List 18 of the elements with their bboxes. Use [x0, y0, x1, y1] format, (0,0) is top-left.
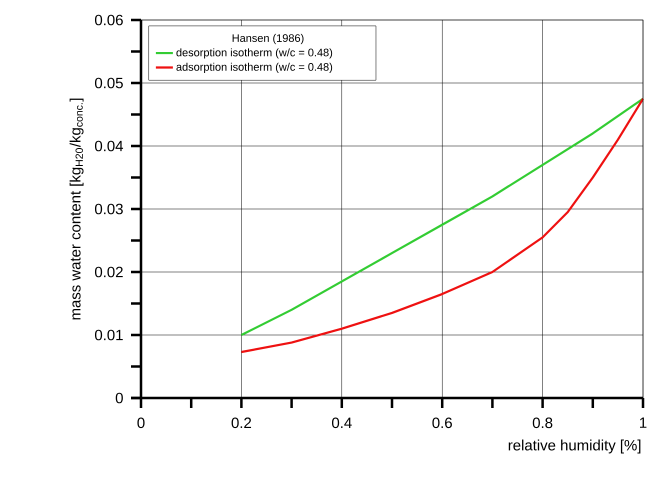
x-tick-label: 0.8 [532, 418, 552, 428]
x-tick-label: 0.2 [232, 418, 252, 428]
y-tick-label: 0.04 [94, 140, 124, 152]
x-tick-label: 0.4 [332, 418, 352, 428]
x-tick-label: 1 [640, 418, 646, 428]
y-tick-label: 0.01 [94, 330, 123, 340]
x-tick-label: 0 [137, 418, 145, 428]
legend-title: Hansen (1986) [232, 34, 304, 44]
y-tick-label: 0.03 [94, 204, 123, 214]
y-tick-label: 0 [116, 392, 123, 404]
y-axis-title: mass water content [kg$_{H20}$/kg$_{conc.}$] [70, 98, 84, 320]
y-tick-label: 0.06 [94, 14, 123, 26]
legend-label: desorption isotherm (w/c = 0.48) [176, 48, 332, 59]
x-axis-title: relative humidity [%] [508, 440, 640, 454]
legend-label: adsorption isotherm (w/c = 0.48) [176, 62, 332, 73]
x-tick-label: 0.6 [432, 418, 452, 428]
y-tick-label: 0.05 [94, 78, 123, 88]
y-tick-label: 0.02 [94, 266, 123, 278]
